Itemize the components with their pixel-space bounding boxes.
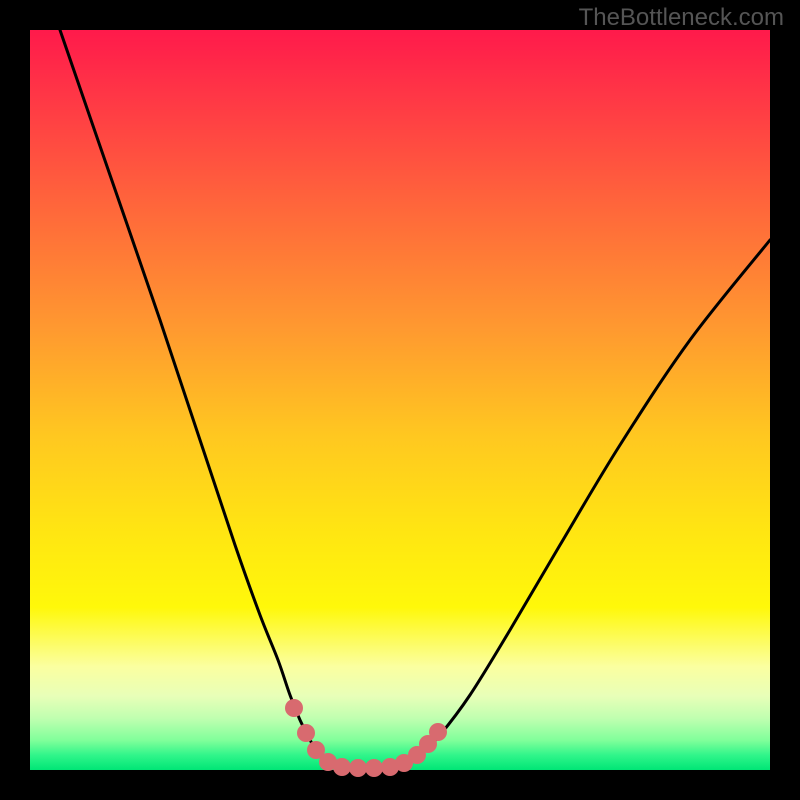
curve-marker (429, 723, 447, 741)
chart-svg (0, 0, 800, 800)
curve-marker (333, 758, 351, 776)
plot-background (30, 30, 770, 770)
watermark-text: TheBottleneck.com (579, 4, 784, 32)
curve-marker (365, 759, 383, 777)
curve-marker (297, 724, 315, 742)
chart-container: TheBottleneck.com (0, 0, 800, 800)
curve-marker (349, 759, 367, 777)
curve-marker (285, 699, 303, 717)
